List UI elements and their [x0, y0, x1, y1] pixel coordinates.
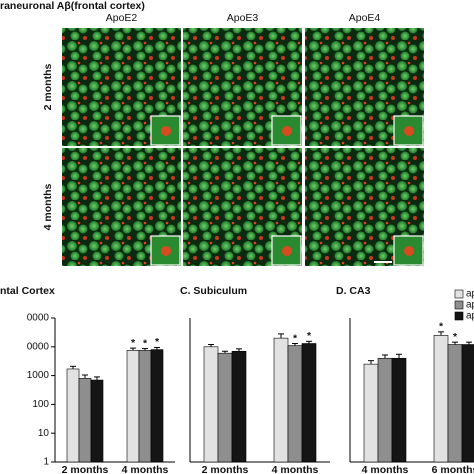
bar — [363, 363, 379, 463]
bar — [447, 344, 463, 463]
x-tick-label: 6 months — [432, 464, 474, 474]
significance-marker: * — [131, 337, 136, 349]
bar — [90, 379, 104, 463]
bar — [433, 335, 449, 463]
y-tick-label: 1000 — [27, 370, 50, 381]
column-label: ApoE2 — [106, 12, 138, 24]
y-tick-label: 0000 — [27, 313, 50, 324]
bar — [126, 350, 140, 463]
x-tick-label: 2 months — [202, 464, 249, 474]
bar — [203, 346, 219, 463]
column-label: ApoE3 — [227, 12, 259, 24]
bar — [377, 357, 393, 463]
y-tick-label: 0000 — [27, 341, 50, 352]
significance-marker: * — [143, 337, 148, 349]
legend-swatch — [454, 289, 464, 299]
inset — [393, 115, 424, 146]
legend-label: ap — [466, 300, 474, 311]
significance-marker: * — [439, 321, 444, 333]
legend-swatch — [454, 311, 464, 321]
significance-marker: * — [155, 336, 160, 348]
bar — [391, 357, 407, 463]
bar — [231, 350, 247, 463]
bar — [66, 368, 80, 463]
x-tick-label: 2 months — [62, 464, 109, 474]
significance-marker: * — [307, 330, 312, 342]
figure-title: raneuronal Aβ(frontal cortex) — [0, 0, 145, 12]
chart-title: C. Subiculum — [180, 285, 247, 297]
bar — [287, 345, 303, 463]
bar — [138, 350, 152, 463]
bar — [78, 378, 92, 463]
inset-spot — [282, 246, 292, 256]
bar — [273, 337, 289, 463]
legend-label: ap — [466, 311, 474, 322]
significance-marker: * — [293, 332, 298, 344]
chart-title: ntal Cortex — [0, 285, 55, 297]
row-label: 4 months — [42, 184, 54, 231]
legend-swatch — [454, 300, 464, 310]
inset-spot — [282, 126, 292, 136]
legend-label: ap — [466, 289, 474, 300]
inset-spot — [161, 126, 171, 136]
inset-spot — [404, 126, 414, 136]
y-tick-label: 100 — [32, 399, 49, 410]
bar — [217, 352, 233, 463]
x-tick-label: 4 months — [362, 464, 409, 474]
column-label: ApoE4 — [349, 12, 381, 24]
chart-title: D. CA3 — [336, 285, 371, 297]
bar — [150, 349, 164, 463]
row-label: 2 months — [42, 64, 54, 111]
bar — [461, 344, 474, 463]
y-tick-label: 1 — [43, 457, 49, 468]
inset-spot — [161, 246, 171, 256]
x-tick-label: 4 months — [272, 464, 319, 474]
bar — [301, 343, 317, 463]
x-tick-label: 4 months — [122, 464, 169, 474]
inset-spot — [404, 246, 414, 256]
y-tick-label: 10 — [38, 428, 50, 439]
significance-marker: * — [453, 331, 458, 343]
